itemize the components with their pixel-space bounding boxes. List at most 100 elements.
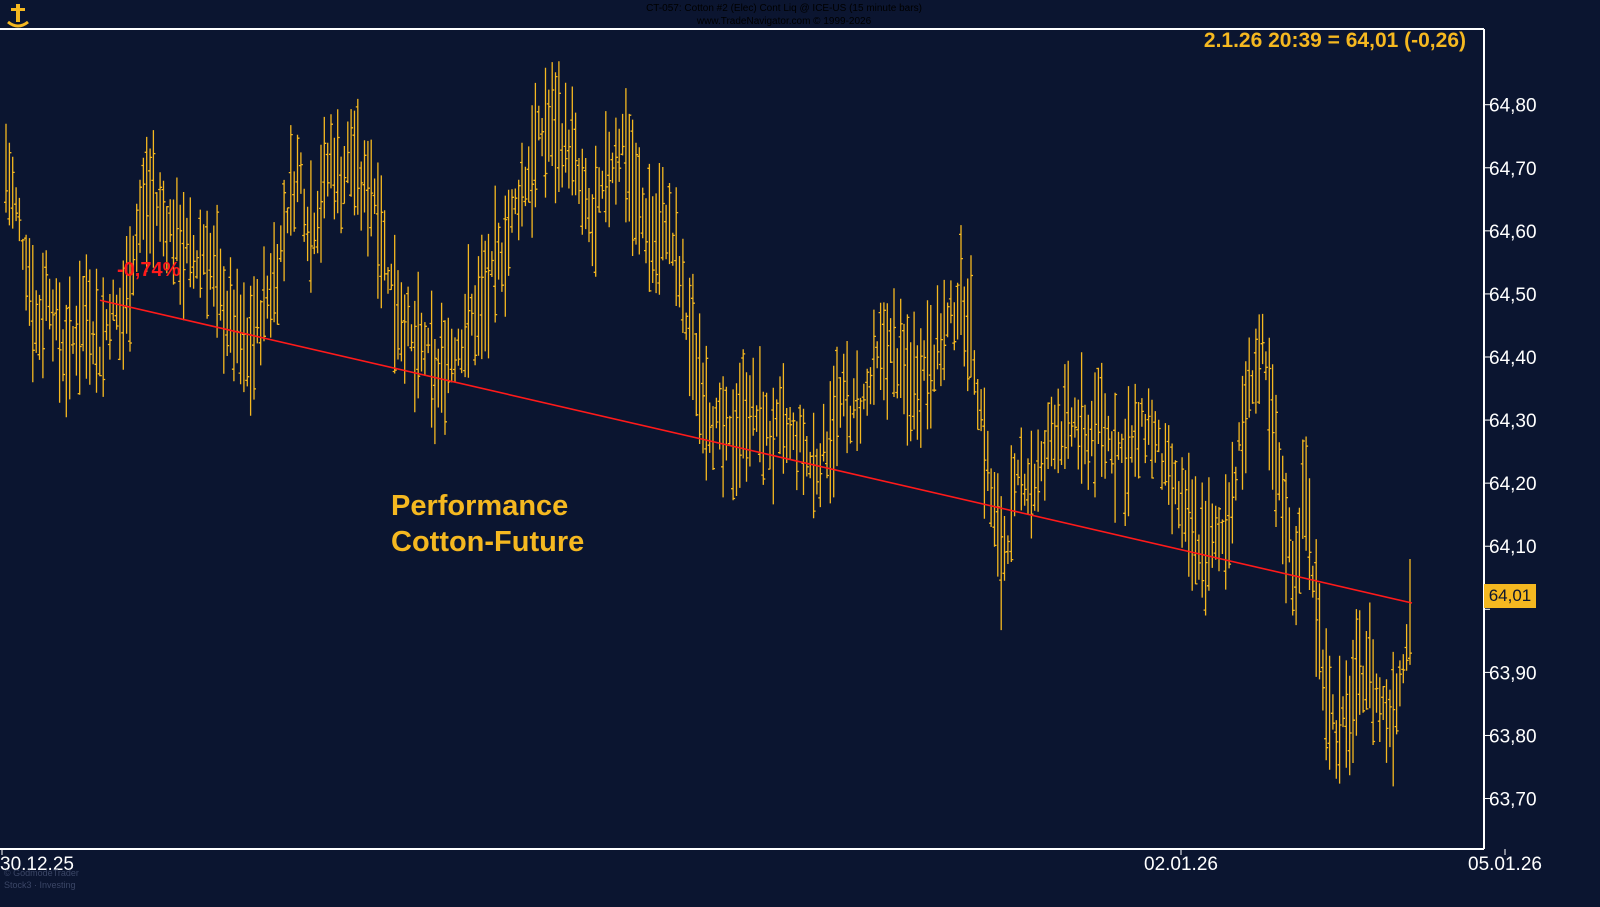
ohlc-bar <box>995 473 1000 577</box>
ohlc-bar <box>195 250 199 279</box>
ohlc-bar <box>50 289 55 362</box>
ohlc-bar <box>1334 720 1339 779</box>
ohlc-bar <box>124 236 129 334</box>
ohlc-bar <box>1337 655 1342 784</box>
ohlc-bar <box>1036 429 1041 512</box>
ohlc-bar <box>198 209 203 298</box>
ohlc-bar <box>1076 399 1081 470</box>
ohlc-bar <box>1237 422 1242 451</box>
ohlc-bar <box>955 282 960 340</box>
ohlc-bar <box>308 160 313 293</box>
ohlc-bar <box>1243 361 1248 474</box>
ohlc-bar <box>47 278 52 330</box>
ohlc-bar <box>563 82 568 173</box>
ohlc-bar <box>828 381 833 504</box>
ohlc-bar <box>540 118 545 157</box>
ohlc-bar <box>1233 466 1238 501</box>
y-tick-label: 64,10 <box>1489 537 1537 558</box>
ohlc-bar <box>613 117 618 205</box>
ohlc-bar <box>406 286 411 347</box>
ohlc-bar <box>1119 433 1124 463</box>
ohlc-bar <box>684 312 689 340</box>
ohlc-bar <box>1196 534 1201 580</box>
ohlc-bar <box>1247 337 1252 418</box>
ohlc-bar <box>419 312 424 372</box>
ohlc-bar <box>677 256 682 308</box>
ohlc-bar <box>322 116 327 219</box>
ohlc-bar <box>215 204 220 338</box>
ohlc-bar <box>724 386 729 461</box>
ohlc-bar <box>654 193 659 294</box>
ohlc-bar <box>510 189 514 233</box>
ohlc-bar <box>603 111 608 223</box>
ohlc-bar <box>915 345 920 440</box>
ohlc-bar <box>355 98 360 215</box>
ohlc-bar <box>1193 476 1198 585</box>
ohlc-bar <box>1099 362 1104 477</box>
ohlc-bar <box>1032 463 1037 511</box>
ohlc-bar <box>1394 673 1399 735</box>
ohlc-bar <box>375 162 380 299</box>
header-strip <box>0 0 1600 28</box>
ohlc-bar <box>1016 459 1020 486</box>
ohlc-bar <box>560 123 565 188</box>
ohlc-bar <box>178 204 183 305</box>
ohlc-bar <box>1160 453 1164 490</box>
ohlc-bar <box>731 389 736 501</box>
ohlc-bar <box>64 304 69 418</box>
ohlc-bar <box>1341 696 1345 728</box>
ohlc-bar <box>298 152 303 194</box>
ohlc-bar <box>459 329 464 374</box>
ohlc-bar <box>992 472 997 547</box>
ohlc-bar <box>1240 375 1245 490</box>
ohlc-bar <box>386 267 390 294</box>
ohlc-bar <box>818 443 823 508</box>
ohlc-bar <box>1069 407 1074 447</box>
ohlc-bar <box>1364 631 1369 710</box>
trend-line <box>99 299 1413 604</box>
ohlc-bar <box>305 206 310 262</box>
ohlc-bar <box>288 125 293 236</box>
ohlc-bar <box>1203 500 1208 616</box>
ohlc-bar <box>7 142 12 226</box>
ohlc-bar <box>1156 419 1161 453</box>
ohlc-bar <box>1314 539 1319 677</box>
ohlc-bar <box>34 290 39 353</box>
ohlc-bar <box>841 353 846 417</box>
ohlc-bar <box>902 323 906 415</box>
ohlc-bar <box>61 329 65 382</box>
ohlc-bar <box>851 378 856 419</box>
ohlc-bar <box>473 285 478 366</box>
ohlc-bar <box>426 327 431 354</box>
ohlc-bar <box>975 379 980 431</box>
ohlc-bar <box>888 318 893 363</box>
ohlc-bar <box>231 289 236 382</box>
ohlc-bar <box>1012 453 1017 517</box>
ohlc-bar <box>737 362 742 488</box>
ohlc-bar <box>345 121 350 184</box>
ohlc-bar <box>875 341 880 369</box>
ohlc-bar <box>942 279 947 381</box>
ohlc-bar <box>339 156 344 234</box>
ohlc-bar <box>1206 477 1211 591</box>
ohlc-bar <box>362 140 367 213</box>
ohlc-bar <box>922 340 927 381</box>
ohlc-bar <box>1039 441 1044 482</box>
ohlc-bar <box>312 212 317 255</box>
ohlc-bar <box>1123 418 1128 526</box>
ohlc-bar <box>1284 472 1288 604</box>
ohlc-bar <box>443 320 447 435</box>
ohlc-bar <box>530 105 535 238</box>
ohlc-bar <box>67 276 72 400</box>
ohlc-bar <box>938 313 943 387</box>
ohlc-bar <box>463 293 468 378</box>
ohlc-bar <box>489 251 494 277</box>
ohlc-bar <box>1176 481 1181 529</box>
ohlc-bar <box>1106 415 1111 452</box>
ohlc-bar <box>590 194 595 267</box>
ohlc-bar <box>965 278 970 392</box>
ohlc-bar <box>1046 402 1051 469</box>
ohlc-bar <box>1253 328 1258 414</box>
ohlc-bar <box>241 282 246 393</box>
ohlc-bar <box>148 148 153 254</box>
